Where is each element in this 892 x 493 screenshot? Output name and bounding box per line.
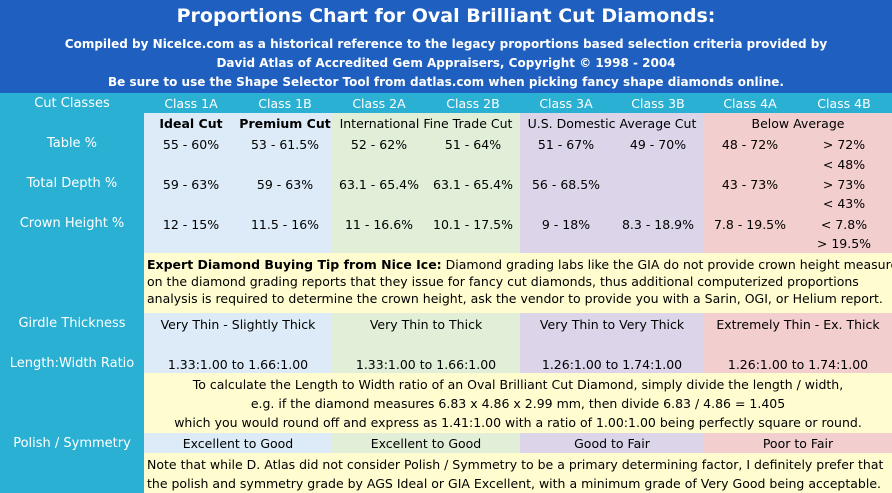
- crown-class-2a: 11 - 16.6%: [344, 217, 414, 232]
- expert-tip-line-2: on the diamond grading reports that they…: [147, 274, 859, 289]
- crown-class-4b-top: < 7.8%: [820, 217, 868, 232]
- class-3-block: [520, 113, 704, 253]
- expert-tip: Expert Diamond Buying Tip from Nice Ice:…: [147, 256, 892, 307]
- header-line-2: David Atlas of Accredited Gem Appraisers…: [216, 56, 676, 70]
- ratio-class-2: 1.33:1.00 to 1.66:1.00: [355, 357, 497, 372]
- header-line-1: Compiled by NiceIce.com as a historical …: [64, 37, 828, 51]
- class-4-block-polish: [704, 433, 892, 453]
- table-class-2a: 52 - 62%: [350, 137, 408, 152]
- ratio-note-box: [144, 373, 892, 433]
- class-4a-header: Class 4A: [723, 96, 777, 111]
- grade-ideal: Ideal Cut: [159, 116, 223, 131]
- expert-tip-heading: Expert Diamond Buying Tip from Nice Ice:: [147, 257, 442, 272]
- grade-us-domestic: U.S. Domestic Average Cut: [527, 116, 697, 131]
- class-2-block-polish: [332, 433, 520, 453]
- depth-class-2b: 63.1 - 65.4%: [433, 177, 513, 192]
- crown-class-2b: 10.1 - 17.5%: [433, 217, 513, 232]
- polish-class-3: Good to Fair: [574, 436, 650, 451]
- expert-tip-line-3: analysis is required to determine the cr…: [147, 291, 883, 306]
- crown-row-label: Crown Height %: [19, 216, 125, 231]
- cut-classes-label: Cut Classes: [34, 96, 110, 111]
- crown-class-1b: 11.5 - 16%: [250, 217, 320, 232]
- ratio-note-line-1: To calculate the Length to Width ratio o…: [192, 377, 844, 392]
- table-class-3a: 51 - 67%: [537, 137, 595, 152]
- class-3b-header: Class 3B: [631, 96, 685, 111]
- depth-row-label: Total Depth %: [26, 176, 118, 191]
- depth-class-2a: 63.1 - 65.4%: [339, 177, 419, 192]
- ratio-note-line-2: e.g. if the diamond measures 6.83 x 4.86…: [250, 396, 786, 411]
- depth-class-1b: 59 - 63%: [256, 177, 314, 192]
- header-line-3: Be sure to use the Shape Selector Tool f…: [108, 75, 784, 89]
- class-1a-header: Class 1A: [164, 96, 218, 111]
- table-class-1a: 55 - 60%: [162, 137, 220, 152]
- ratio-class-1: 1.33:1.00 to 1.66:1.00: [167, 357, 309, 372]
- crown-class-4b-bottom: > 19.5%: [816, 236, 872, 251]
- polish-class-2: Excellent to Good: [370, 436, 482, 451]
- girdle-class-2: Very Thin to Thick: [369, 317, 483, 332]
- table-class-4a: 48 - 72%: [721, 137, 779, 152]
- class-4-block-girdle: [704, 313, 892, 373]
- table-class-2b: 51 - 64%: [444, 137, 502, 152]
- girdle-class-3: Very Thin to Very Thick: [539, 317, 685, 332]
- depth-class-3a: 56 - 68.5%: [531, 177, 601, 192]
- class-1-block-girdle: [144, 313, 332, 373]
- class-2a-header: Class 2A: [352, 96, 406, 111]
- class-3a-header: Class 3A: [539, 96, 593, 111]
- class-1-block: [144, 113, 332, 253]
- ratio-class-3: 1.26:1.00 to 1.74:1.00: [541, 357, 683, 372]
- grade-international: International Fine Trade Cut: [339, 116, 513, 131]
- polish-note: Note that while D. Atlas did not conside…: [147, 455, 889, 493]
- girdle-row-label: Girdle Thickness: [18, 316, 126, 331]
- girdle-class-1: Very Thin - Slightly Thick: [160, 317, 316, 332]
- table-class-3b: 49 - 70%: [629, 137, 687, 152]
- chart-title: Proportions Chart for Oval Brilliant Cut…: [176, 5, 716, 27]
- depth-class-4b-top: > 73%: [822, 177, 866, 192]
- expert-tip-line-1: Diamond grading labs like the GIA do not…: [441, 257, 892, 272]
- depth-class-4b-bottom: < 43%: [822, 196, 866, 211]
- class-2-block: [332, 113, 520, 253]
- depth-class-1a: 59 - 63%: [162, 177, 220, 192]
- polish-note-line-1: Note that while D. Atlas did not conside…: [147, 457, 884, 472]
- polish-row-label: Polish / Symmetry: [13, 436, 131, 451]
- label-column: [0, 93, 144, 493]
- polish-note-line-2: the polish and symmetry grade by AGS Ide…: [147, 476, 881, 491]
- crown-class-4a: 7.8 - 19.5%: [713, 217, 787, 232]
- class-2-block-girdle: [332, 313, 520, 373]
- depth-class-4a: 43 - 73%: [721, 177, 779, 192]
- grade-premium: Premium Cut: [239, 116, 331, 131]
- polish-class-1: Excellent to Good: [182, 436, 294, 451]
- table-class-1b: 53 - 61.5%: [250, 137, 320, 152]
- class-1b-header: Class 1B: [258, 96, 312, 111]
- ratio-note-line-3: which you would round off and express as…: [174, 415, 862, 430]
- crown-class-3b: 8.3 - 18.9%: [621, 217, 695, 232]
- class-4b-header: Class 4B: [817, 96, 871, 111]
- table-class-4b-top: > 72%: [822, 137, 866, 152]
- table-row-label: Table %: [46, 136, 98, 151]
- crown-class-3a: 9 - 18%: [541, 217, 591, 232]
- crown-class-1a: 12 - 15%: [162, 217, 220, 232]
- class-3-block-girdle: [520, 313, 704, 373]
- class-2b-header: Class 2B: [446, 96, 500, 111]
- cut-classes-band: [0, 93, 892, 113]
- ratio-note: To calculate the Length to Width ratio o…: [144, 375, 892, 432]
- ratio-row-label: Length:Width Ratio: [9, 356, 135, 371]
- girdle-class-4: Extremely Thin - Ex. Thick: [716, 317, 880, 332]
- expert-tip-box: [144, 253, 892, 313]
- ratio-class-4: 1.26:1.00 to 1.74:1.00: [727, 357, 869, 372]
- polish-note-box: [144, 453, 892, 493]
- class-1-block-polish: [144, 433, 332, 453]
- polish-class-4: Poor to Fair: [762, 436, 834, 451]
- class-4-block: [704, 113, 892, 253]
- chart-header: Proportions Chart for Oval Brilliant Cut…: [0, 0, 892, 93]
- table-class-4b-bottom: < 48%: [822, 157, 866, 172]
- grade-below-average: Below Average: [751, 116, 845, 131]
- class-3-block-polish: [520, 433, 704, 453]
